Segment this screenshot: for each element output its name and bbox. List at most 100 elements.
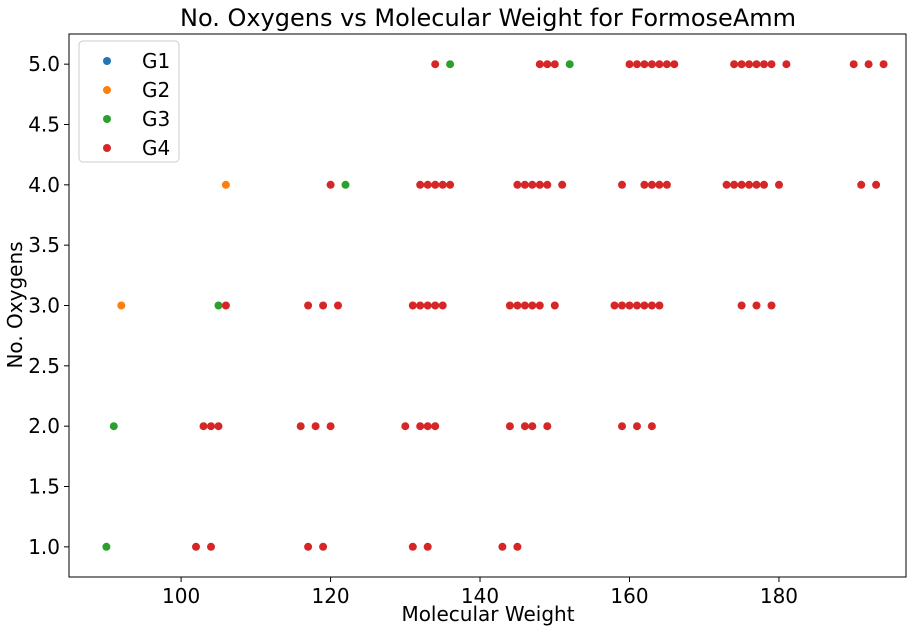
y-tick-label: 2.5 (28, 354, 60, 378)
x-tick-label: 100 (162, 584, 200, 608)
data-point (647, 301, 656, 310)
data-point (745, 60, 754, 69)
data-point (416, 422, 425, 431)
data-point (446, 60, 455, 69)
data-point (565, 60, 574, 69)
data-point (647, 60, 656, 69)
data-point (737, 60, 746, 69)
x-axis: 100 120 140 160 180 (162, 577, 798, 608)
data-point (760, 180, 768, 189)
data-point (408, 301, 417, 310)
data-point (221, 180, 230, 189)
legend-marker (103, 144, 111, 152)
data-point (199, 422, 208, 431)
y-tick-label: 4.5 (28, 113, 60, 137)
data-point (872, 180, 881, 189)
legend-marker (103, 86, 111, 94)
data-point (431, 422, 440, 431)
data-point (416, 301, 425, 310)
data-point (767, 60, 776, 69)
legend: G1 G2 G3 G4 (78, 40, 180, 163)
data-point (633, 60, 641, 69)
y-tick-label: 1.0 (28, 535, 60, 559)
data-point (752, 60, 761, 69)
data-point (879, 60, 888, 69)
data-point (446, 180, 455, 189)
data-point (737, 301, 746, 310)
data-point (513, 542, 522, 551)
data-point (423, 301, 432, 310)
y-tick-label: 3.5 (28, 233, 60, 257)
x-tick-label: 160 (610, 584, 648, 608)
data-point (610, 301, 619, 310)
data-point (304, 301, 313, 310)
legend-box (78, 40, 180, 163)
legend-marker (103, 115, 111, 123)
y-axis-title: No. Oxygens (3, 241, 27, 368)
data-point (513, 301, 522, 310)
data-point (431, 301, 440, 310)
data-point (647, 422, 656, 431)
data-point (423, 422, 432, 431)
y-tick-label: 3.0 (28, 294, 60, 318)
data-point (647, 180, 656, 189)
data-point (431, 60, 440, 69)
data-point (550, 301, 559, 310)
data-point (505, 301, 514, 310)
data-point (625, 301, 634, 310)
data-point (192, 542, 200, 551)
data-point (633, 301, 641, 310)
data-point (401, 422, 410, 431)
legend-label: G2 (142, 78, 170, 102)
data-point (431, 180, 440, 189)
y-tick-label: 5.0 (28, 52, 60, 76)
data-point (745, 180, 754, 189)
legend-label: G1 (142, 49, 170, 73)
data-point (528, 180, 537, 189)
y-tick-label: 2.0 (28, 414, 60, 438)
data-point (782, 60, 791, 69)
data-point (319, 301, 328, 310)
data-point (423, 180, 432, 189)
data-point (618, 301, 626, 310)
x-tick-label: 120 (311, 584, 349, 608)
data-point (319, 542, 328, 551)
legend-label: G3 (142, 107, 170, 131)
data-point (438, 180, 447, 189)
plot-frame (68, 33, 907, 578)
data-point (408, 542, 417, 551)
data-point (662, 60, 671, 69)
data-point (618, 180, 626, 189)
y-tick-label: 4.0 (28, 173, 60, 197)
data-point (528, 422, 537, 431)
data-point (102, 542, 111, 551)
y-axis: 1.0 1.5 2.0 2.5 3.0 3.5 4.0 4.5 5.0 (28, 52, 69, 559)
data-point (633, 422, 641, 431)
data-point (326, 422, 335, 431)
legend-marker (103, 57, 111, 65)
data-point (655, 60, 664, 69)
data-point (722, 180, 731, 189)
data-point (117, 301, 126, 310)
data-point (737, 180, 746, 189)
data-point (760, 60, 768, 69)
data-point (423, 542, 432, 551)
data-point (857, 180, 866, 189)
data-point (775, 180, 783, 189)
data-point (109, 422, 118, 431)
plot-area (102, 60, 888, 551)
x-tick-label: 140 (461, 584, 499, 608)
data-point (849, 60, 858, 69)
data-point (296, 422, 305, 431)
data-point (730, 180, 739, 189)
data-point (520, 422, 529, 431)
data-point (752, 180, 761, 189)
data-point (864, 60, 873, 69)
data-point (207, 422, 215, 431)
data-point (625, 60, 634, 69)
data-point (214, 422, 223, 431)
data-point (767, 301, 776, 310)
data-point (543, 180, 552, 189)
legend-label: G4 (142, 136, 170, 160)
